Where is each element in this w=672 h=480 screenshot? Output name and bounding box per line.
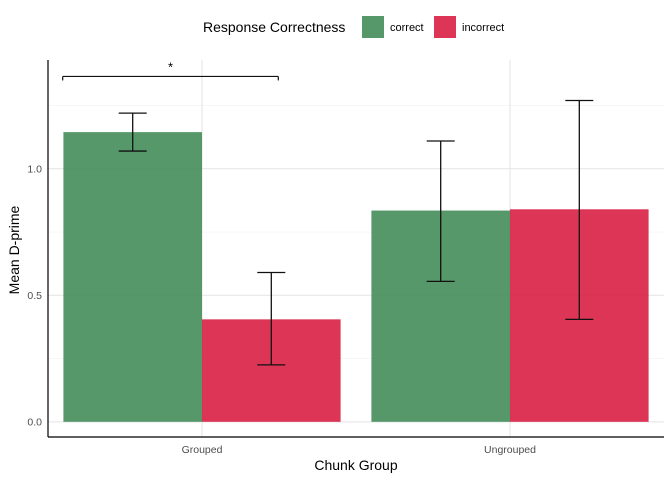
y-tick-label: 0.5 — [27, 290, 42, 302]
bars — [63, 132, 649, 422]
significance-star: * — [168, 59, 173, 74]
bar-correct-grouped — [63, 132, 203, 422]
error-bars — [118, 99, 594, 366]
x-tick-label: Grouped — [182, 444, 223, 456]
y-tick-label: 0.0 — [27, 416, 42, 428]
axes: 0.0 0.5 1.0 Grouped Ungrouped — [27, 60, 664, 456]
x-tick-label: Ungrouped — [484, 444, 536, 456]
x-axis-title: Chunk Group — [314, 457, 397, 473]
legend-title: Response Correctness — [203, 19, 345, 35]
legend-swatch-incorrect — [434, 16, 456, 38]
legend-swatch-correct — [362, 16, 384, 38]
legend-label-incorrect: incorrect — [462, 22, 504, 34]
legend-label-correct: correct — [390, 22, 424, 34]
y-tick-label: 1.0 — [27, 163, 42, 175]
significance-annotation: * — [62, 59, 279, 81]
legend: Response Correctness correct incorrect — [203, 16, 504, 38]
y-axis-title: Mean D-prime — [6, 205, 22, 294]
